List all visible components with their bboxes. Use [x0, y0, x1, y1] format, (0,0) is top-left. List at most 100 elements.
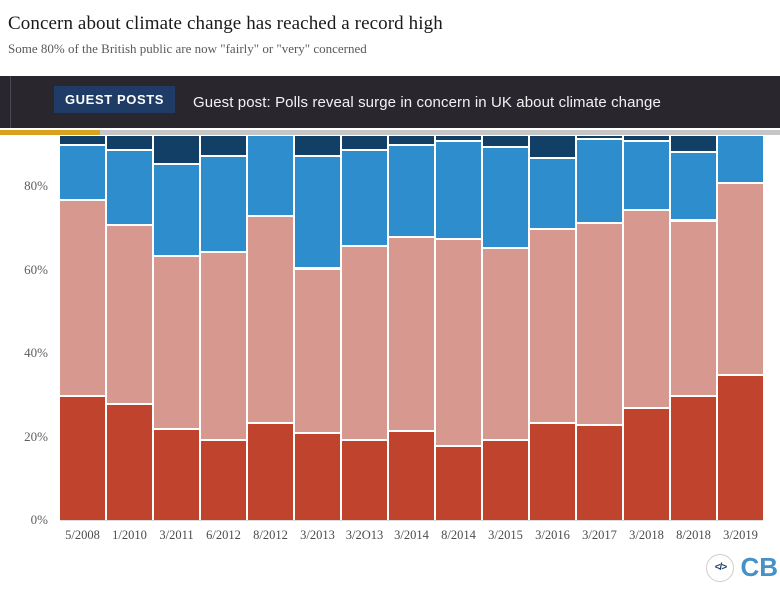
segment-fairly-concerned[interactable]	[671, 221, 716, 395]
logo-text[interactable]: CB	[740, 552, 778, 582]
segment-not-very-concerned[interactable]	[154, 165, 199, 255]
segment-not-very-concerned[interactable]	[718, 136, 763, 182]
segment-fairly-concerned[interactable]	[201, 252, 246, 439]
segment-not-very-concerned[interactable]	[577, 140, 622, 222]
bar-1/2010[interactable]	[107, 136, 152, 520]
segment-very-concerned[interactable]	[201, 440, 246, 520]
segment-not-very-concerned[interactable]	[671, 152, 716, 220]
segment-not-very-concerned[interactable]	[624, 142, 669, 210]
guest-posts-badge[interactable]: GUEST POSTS	[54, 86, 175, 113]
segment-not-very-concerned[interactable]	[295, 156, 340, 268]
x-axis-label: 3/2018	[629, 528, 664, 542]
y-axis: 80% 60% 40% 20% 0%	[0, 136, 48, 527]
segment-not-at-all-concerned-don-t-know[interactable]	[60, 136, 105, 145]
segment-not-very-concerned[interactable]	[248, 136, 293, 216]
segment-not-at-all-concerned-don-t-know[interactable]	[624, 136, 669, 141]
segment-not-very-concerned[interactable]	[342, 150, 387, 245]
segment-not-at-all-concerned-don-t-know[interactable]	[389, 136, 434, 145]
gold-accent-bar	[0, 130, 100, 135]
segment-fairly-concerned[interactable]	[107, 225, 152, 404]
segment-not-very-concerned[interactable]	[60, 146, 105, 199]
segment-very-concerned[interactable]	[295, 434, 340, 520]
segment-fairly-concerned[interactable]	[342, 246, 387, 439]
segment-very-concerned[interactable]	[154, 430, 199, 520]
y-axis-label: 80%	[24, 178, 48, 194]
bar-3/2015[interactable]	[483, 136, 528, 520]
x-axis-label: 3/2O13	[345, 528, 384, 542]
segment-fairly-concerned[interactable]	[60, 200, 105, 395]
segment-fairly-concerned[interactable]	[389, 238, 434, 431]
segment-not-very-concerned[interactable]	[530, 158, 575, 228]
segment-not-very-concerned[interactable]	[436, 142, 481, 239]
bar-5/2008[interactable]	[60, 136, 105, 520]
segment-very-concerned[interactable]	[718, 375, 763, 520]
x-axis-label: 3/2016	[535, 528, 570, 542]
segment-fairly-concerned[interactable]	[154, 256, 199, 429]
segment-very-concerned[interactable]	[671, 396, 716, 520]
stacked-bar-plot	[60, 136, 763, 521]
x-axis-label: 3/2011	[159, 528, 194, 542]
bar-8/2012[interactable]	[248, 136, 293, 520]
segment-very-concerned[interactable]	[530, 423, 575, 520]
segment-not-very-concerned[interactable]	[107, 150, 152, 224]
bar-3/2017[interactable]	[577, 136, 622, 520]
segment-not-very-concerned[interactable]	[201, 156, 246, 251]
y-axis-label: 0%	[30, 512, 48, 527]
segment-not-at-all-concerned-don-t-know[interactable]	[107, 136, 152, 149]
bar-3/2O13[interactable]	[342, 136, 387, 520]
segment-very-concerned[interactable]	[436, 446, 481, 520]
x-axis-label: 5/2008	[65, 528, 100, 542]
segment-not-at-all-concerned-don-t-know[interactable]	[483, 136, 528, 147]
segment-not-at-all-concerned-don-t-know[interactable]	[154, 136, 199, 164]
segment-very-concerned[interactable]	[248, 423, 293, 520]
bar-3/2018[interactable]	[624, 136, 669, 520]
segment-not-very-concerned[interactable]	[389, 146, 434, 237]
segment-very-concerned[interactable]	[483, 440, 528, 520]
page-subtitle: Some 80% of the British public are now "…	[8, 41, 367, 56]
segment-very-concerned[interactable]	[624, 409, 669, 520]
guest-post-banner: GUEST POSTS Guest post: Polls reveal sur…	[0, 76, 780, 128]
segment-very-concerned[interactable]	[577, 426, 622, 520]
x-axis-label: 8/2018	[676, 528, 711, 542]
bar-3/2011[interactable]	[154, 136, 199, 520]
segment-not-very-concerned[interactable]	[483, 148, 528, 247]
guest-posts-badge-label: GUEST POSTS	[64, 92, 165, 107]
carbonbrief-logo[interactable]: </> CB	[706, 552, 778, 583]
segment-fairly-concerned[interactable]	[624, 211, 669, 408]
segment-fairly-concerned[interactable]	[530, 229, 575, 422]
segment-fairly-concerned[interactable]	[436, 240, 481, 445]
code-icon[interactable]: </>	[706, 553, 735, 582]
segment-fairly-concerned[interactable]	[248, 217, 293, 422]
banner-headline: Guest post: Polls reveal surge in concer…	[193, 93, 661, 111]
segment-not-at-all-concerned-don-t-know[interactable]	[342, 136, 387, 149]
bar-8/2014[interactable]	[436, 136, 481, 520]
segment-not-at-all-concerned-don-t-know[interactable]	[577, 136, 622, 139]
bar-3/2014[interactable]	[389, 136, 434, 520]
segment-not-at-all-concerned-don-t-know[interactable]	[201, 136, 246, 155]
bar-6/2012[interactable]	[201, 136, 246, 520]
segment-not-at-all-concerned-don-t-know[interactable]	[436, 136, 481, 141]
segment-very-concerned[interactable]	[107, 405, 152, 520]
bar-3/2019[interactable]	[718, 136, 763, 520]
segment-very-concerned[interactable]	[60, 396, 105, 520]
x-axis-label: 8/2012	[253, 528, 288, 542]
gray-accent-bar	[100, 130, 780, 135]
y-axis-label: 20%	[24, 428, 48, 444]
x-axis-label: 3/2015	[488, 528, 523, 542]
segment-not-at-all-concerned-don-t-know[interactable]	[530, 136, 575, 157]
bar-3/2013[interactable]	[295, 136, 340, 520]
bar-3/2016[interactable]	[530, 136, 575, 520]
segment-fairly-concerned[interactable]	[483, 248, 528, 439]
segment-very-concerned[interactable]	[389, 432, 434, 520]
segment-not-at-all-concerned-don-t-know[interactable]	[671, 136, 716, 151]
segment-not-at-all-concerned-don-t-know[interactable]	[295, 136, 340, 155]
x-axis-label: 6/2012	[206, 528, 241, 542]
segment-very-concerned[interactable]	[342, 440, 387, 520]
segment-fairly-concerned[interactable]	[295, 269, 340, 433]
bar-8/2018[interactable]	[671, 136, 716, 520]
x-axis-label: 3/2019	[723, 528, 758, 542]
segment-fairly-concerned[interactable]	[718, 183, 763, 374]
segment-fairly-concerned[interactable]	[577, 223, 622, 424]
x-axis-label: 3/2013	[300, 528, 335, 542]
